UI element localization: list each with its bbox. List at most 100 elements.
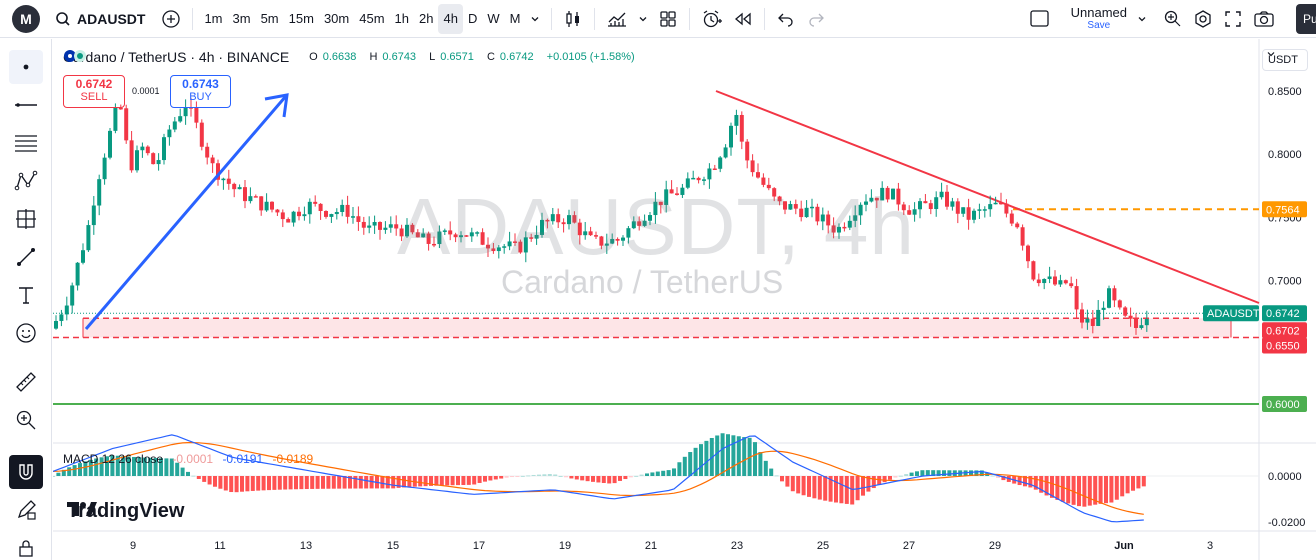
- macd-histogram-bar: [180, 467, 185, 476]
- text-tool[interactable]: [9, 278, 43, 312]
- macd-hist-value: -0.0001: [172, 452, 214, 466]
- zoom-tool[interactable]: [9, 403, 43, 437]
- macd-histogram-bar: [439, 476, 444, 486]
- time-tick: 25: [817, 540, 829, 552]
- candle-body: [653, 201, 658, 216]
- interval-5m[interactable]: 5m: [260, 11, 279, 26]
- macd-histogram-bar: [888, 476, 892, 480]
- interval-W[interactable]: W: [487, 11, 500, 26]
- tradingview-logo[interactable]: TradingView: [67, 500, 184, 523]
- layout-dropdown[interactable]: [1132, 4, 1152, 34]
- sell-button[interactable]: 0.6742 SELL: [63, 75, 125, 108]
- macd-histogram-bar: [261, 476, 266, 491]
- fib-tool[interactable]: [9, 126, 43, 160]
- redo-button[interactable]: [801, 4, 831, 34]
- interval-dropdown[interactable]: [525, 4, 545, 34]
- compare-symbol-button[interactable]: [156, 4, 186, 34]
- macd-histogram-bar: [742, 437, 747, 476]
- interval-M[interactable]: M: [509, 11, 521, 26]
- replay-button[interactable]: [728, 4, 758, 34]
- candle-body: [361, 221, 366, 228]
- macd-histogram-bar: [1023, 476, 1027, 487]
- macd-label[interactable]: MACD 12 26 close: [63, 452, 164, 466]
- macd-histogram-bar: [1098, 476, 1103, 504]
- indicators-button[interactable]: [601, 4, 633, 34]
- brush-tool[interactable]: [9, 240, 43, 274]
- lock-icon: [19, 540, 33, 557]
- candle-body: [297, 211, 301, 217]
- candle-body: [453, 234, 458, 238]
- time-tick: 27: [903, 540, 915, 552]
- macd-histogram-bar: [385, 476, 390, 489]
- price-tick: 0.8500: [1268, 86, 1302, 98]
- candle-body: [410, 224, 415, 233]
- interval-30m[interactable]: 30m: [323, 11, 350, 26]
- trend-line-tool[interactable]: [9, 88, 43, 122]
- macd-histogram-bar: [769, 468, 774, 476]
- macd-histogram-bar: [661, 470, 666, 476]
- emoji-tool[interactable]: [9, 316, 43, 350]
- pattern-icon: [14, 170, 38, 191]
- interval-4h[interactable]: 4h: [438, 3, 463, 34]
- user-avatar[interactable]: M: [12, 4, 40, 33]
- fullscreen-button[interactable]: [1218, 4, 1248, 34]
- symbol-watermark: ADAUSDT, 4h: [397, 182, 915, 271]
- market-status-icon[interactable]: [73, 49, 87, 63]
- candle-body: [1117, 300, 1122, 308]
- macd-histogram-bar: [634, 475, 639, 477]
- snapshot-button[interactable]: [1248, 4, 1280, 34]
- currency-selector[interactable]: USDT: [1262, 49, 1308, 71]
- macd-histogram-bar: [358, 476, 363, 489]
- macd-histogram-bar: [1028, 476, 1033, 488]
- candle-body: [102, 157, 107, 180]
- candle-body: [502, 246, 507, 248]
- interval-45m[interactable]: 45m: [359, 11, 385, 26]
- interval-1h[interactable]: 1h: [394, 11, 409, 26]
- candle-body: [869, 197, 874, 202]
- settings-button[interactable]: [1188, 4, 1218, 34]
- macd-histogram-bar: [488, 476, 493, 481]
- macd-histogram-bar: [996, 476, 1000, 478]
- macd-histogram-bar: [520, 475, 525, 477]
- quick-search-button[interactable]: [1158, 4, 1188, 34]
- macd-histogram-bar: [623, 476, 628, 480]
- interval-3m[interactable]: 3m: [232, 11, 251, 26]
- macd-histogram-bar: [191, 475, 196, 477]
- legend-title[interactable]: Cardano / TetherUS · 4h · BINANCE: [63, 49, 290, 65]
- interval-1m[interactable]: 1m: [204, 11, 223, 26]
- symbol-search-button[interactable]: ADAUSDT: [50, 4, 150, 34]
- templates-button[interactable]: [653, 4, 683, 34]
- candle-body: [329, 214, 334, 217]
- alert-button[interactable]: [696, 4, 728, 34]
- zoom-in-icon: [16, 410, 36, 430]
- horizontal-line-icon: [15, 103, 37, 107]
- forecast-tool[interactable]: [9, 202, 43, 236]
- price-chart-canvas[interactable]: 0.85000.80000.75000.70000.65000.0000-0.0…: [53, 39, 1316, 560]
- buy-button[interactable]: 0.6743 BUY: [170, 75, 231, 108]
- cursor-dot-tool[interactable]: [9, 50, 43, 84]
- publish-button[interactable]: Pu: [1296, 4, 1316, 34]
- hide-drawings-tool[interactable]: [9, 531, 43, 560]
- support-zone: [83, 318, 1231, 338]
- candle-body: [210, 157, 215, 164]
- lock-drawings-tool[interactable]: [9, 493, 43, 527]
- interval-D[interactable]: D: [467, 11, 478, 26]
- candle-body: [988, 204, 993, 210]
- macd-histogram-bar: [1017, 476, 1022, 486]
- price-label-text: ADAUSDT: [1207, 308, 1260, 320]
- interval-2h[interactable]: 2h: [419, 11, 434, 26]
- layout-name-button[interactable]: Unnamed Save: [1066, 4, 1132, 34]
- chart-type-button[interactable]: [558, 4, 588, 34]
- interval-15m[interactable]: 15m: [288, 11, 314, 26]
- undo-button[interactable]: [771, 4, 801, 34]
- layout-button[interactable]: [1024, 4, 1056, 34]
- magnet-tool[interactable]: [9, 455, 43, 489]
- save-link[interactable]: Save: [1087, 20, 1111, 31]
- indicators-dropdown[interactable]: [633, 4, 653, 34]
- macd-histogram-bar: [526, 475, 531, 477]
- pattern-tool[interactable]: [9, 164, 43, 198]
- measure-tool[interactable]: [9, 365, 43, 399]
- chart-area[interactable]: 0.85000.80000.75000.70000.65000.0000-0.0…: [53, 39, 1316, 560]
- candle-body: [405, 224, 409, 237]
- candle-body: [378, 222, 382, 230]
